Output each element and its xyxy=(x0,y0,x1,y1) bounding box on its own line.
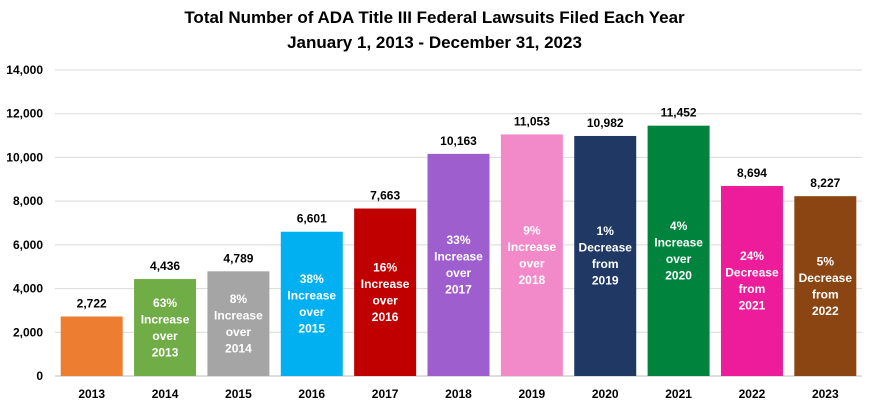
change-annotation-2019: 9% Increase over 2018 xyxy=(508,223,557,286)
x-tick-label-2013: 2013 xyxy=(78,387,105,401)
y-tick-label: 0 xyxy=(36,369,43,383)
y-tick-label: 2,000 xyxy=(13,325,43,339)
x-tick-label-2018: 2018 xyxy=(445,387,472,401)
change-annotation-2022: 24% Decrease from 2021 xyxy=(725,249,779,313)
bar-2016 xyxy=(280,231,343,376)
bar-2014 xyxy=(134,279,197,376)
x-tick-label-2022: 2022 xyxy=(739,387,766,401)
value-label-2020: 10,982 xyxy=(587,116,624,130)
bar-2021 xyxy=(647,125,710,376)
x-tick-label-2014: 2014 xyxy=(152,387,179,401)
y-tick-label: 12,000 xyxy=(6,107,43,121)
change-annotation-2016: 38% Increase over 2015 xyxy=(287,272,336,336)
value-label-2017: 7,663 xyxy=(370,189,400,203)
chart-title: Total Number of ADA Title III Federal La… xyxy=(184,8,685,27)
x-tick-label-2016: 2016 xyxy=(298,387,325,401)
y-tick-label: 8,000 xyxy=(13,194,43,208)
value-label-2014: 4,436 xyxy=(150,259,180,273)
y-tick-label: 14,000 xyxy=(6,63,43,77)
y-tick-label: 10,000 xyxy=(6,150,43,164)
bar-2018 xyxy=(427,153,490,376)
bar-2019 xyxy=(500,134,563,376)
y-tick-label: 4,000 xyxy=(13,282,43,296)
value-label-2022: 8,694 xyxy=(737,166,767,180)
x-tick-label-2015: 2015 xyxy=(225,387,252,401)
x-tick-label-2021: 2021 xyxy=(665,387,692,401)
change-annotation-2014: 63% Increase over 2013 xyxy=(141,296,190,360)
bar-2022 xyxy=(720,185,783,376)
bar-2013 xyxy=(60,316,123,376)
x-tick-label-2017: 2017 xyxy=(372,387,399,401)
x-tick-label-2019: 2019 xyxy=(519,387,546,401)
change-annotation-2017: 16% Increase over 2016 xyxy=(361,261,410,325)
value-label-2021: 11,452 xyxy=(661,106,697,120)
change-annotation-2015: 8% Increase over 2014 xyxy=(214,292,263,356)
bar-2017 xyxy=(354,208,417,376)
x-tick-label-2023: 2023 xyxy=(812,387,839,401)
value-label-2015: 4,789 xyxy=(223,251,253,265)
x-tick-label-2020: 2020 xyxy=(592,387,619,401)
value-label-2019: 11,053 xyxy=(514,114,550,128)
change-annotation-2018: 33% Increase over 2017 xyxy=(434,233,483,297)
chart-subtitle: January 1, 2013 - December 31, 2023 xyxy=(287,33,582,52)
bar-2020 xyxy=(574,135,637,376)
value-label-2016: 6,601 xyxy=(297,212,327,226)
y-tick-label: 6,000 xyxy=(13,238,43,252)
change-annotation-2020: 1% Decrease from 2019 xyxy=(579,224,633,288)
value-label-2013: 2,722 xyxy=(77,297,107,311)
change-annotation-2023: 5% Decrease from 2022 xyxy=(799,254,853,318)
value-label-2023: 8,227 xyxy=(810,176,840,190)
bar-2015 xyxy=(207,271,270,376)
value-label-2018: 10,163 xyxy=(440,134,477,148)
bar-2023 xyxy=(794,196,857,376)
change-annotation-2021: 4% Increase over 2020 xyxy=(654,219,703,283)
